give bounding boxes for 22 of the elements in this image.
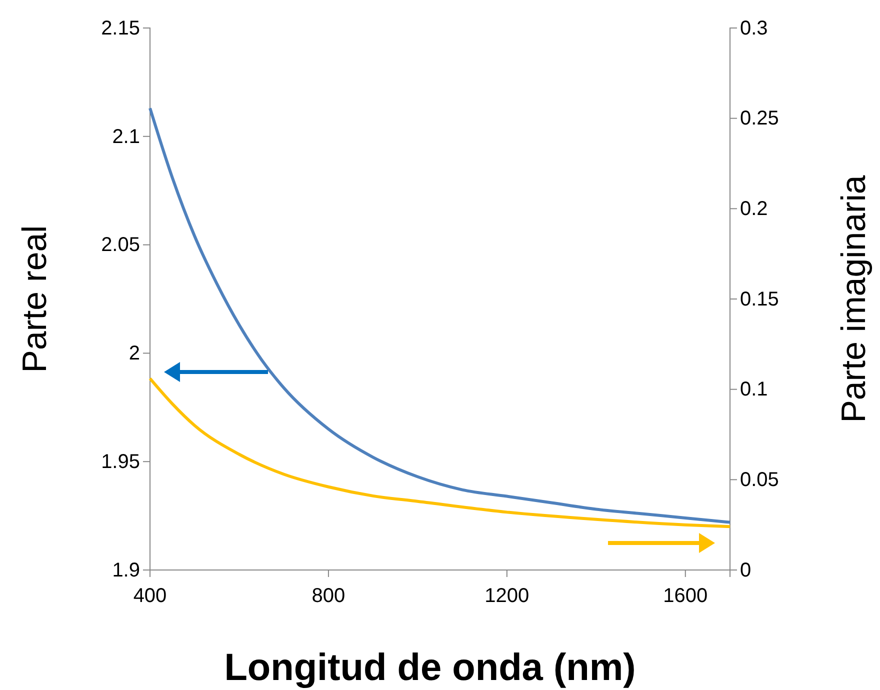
y2-axis-title: Parte imaginaria [835,175,873,423]
y2-tick-label: 0.1 [740,378,768,401]
y2-tick-label: 0.05 [740,469,779,492]
y2-tick-label: 0.3 [740,17,768,40]
x-tick-label: 400 [133,585,167,607]
y2-tick-label: 0.2 [740,198,768,220]
x-tick-label: 800 [312,585,346,607]
y-tick-label: 1.95 [101,451,140,473]
line-series [148,106,732,524]
y-tick-label: 2 [128,342,140,365]
y2-tick-label: 0.25 [740,108,779,130]
y-tick-label: 1.9 [112,559,140,582]
y-axis-title: Parte real [16,225,54,373]
x-tick-label: 1600 [663,585,708,607]
y-tick-label: 2.15 [101,17,140,40]
y2-tick-label: 0 [740,559,752,582]
x-axis-title: Longitud de onda (nm) [224,647,636,689]
line-series [148,376,732,528]
y-tick-label: 2.05 [101,234,140,256]
x-tick-label: 1200 [484,585,530,607]
y-tick-label: 2.1 [112,126,140,148]
y2-tick-label: 0.15 [740,288,779,310]
